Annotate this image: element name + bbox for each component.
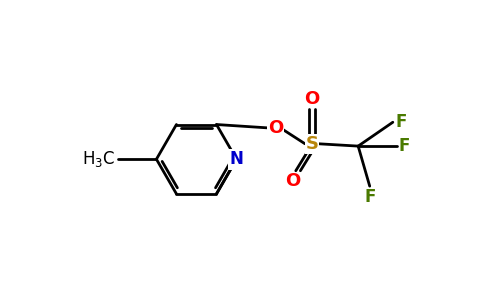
Text: F: F <box>399 137 410 155</box>
Text: N: N <box>229 150 243 168</box>
Text: F: F <box>395 113 407 131</box>
Text: F: F <box>364 188 376 206</box>
Text: O: O <box>285 172 301 190</box>
Text: O: O <box>304 90 319 108</box>
Text: S: S <box>305 135 318 153</box>
Text: $\mathregular{H_3C}$: $\mathregular{H_3C}$ <box>82 149 116 169</box>
Text: O: O <box>268 119 284 137</box>
